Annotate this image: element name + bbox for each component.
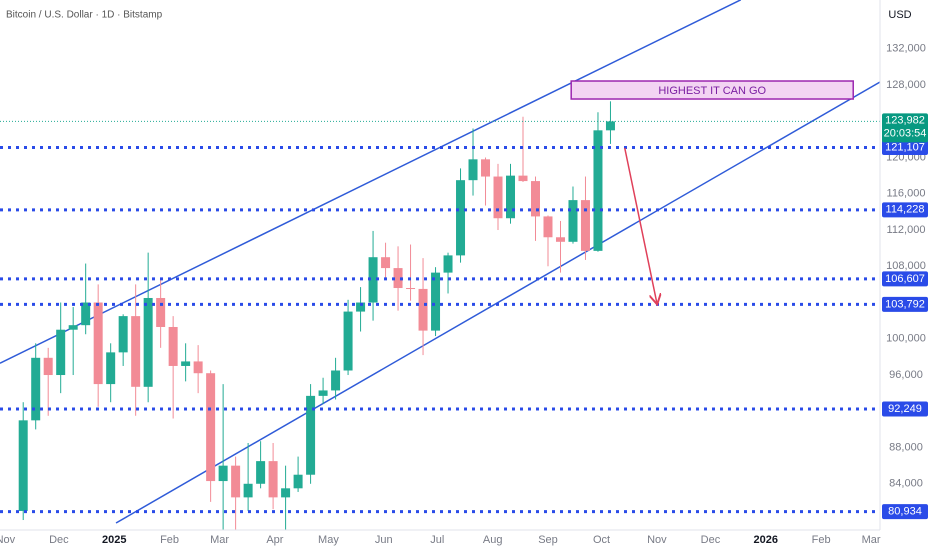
countdown: 20:03:54: [884, 127, 927, 139]
candle-body: [343, 311, 353, 371]
candle-body: [368, 257, 378, 303]
candle-body: [143, 297, 153, 387]
x-tick-label: Nov: [647, 534, 667, 546]
zone-box: [570, 80, 854, 100]
candle-body: [493, 176, 503, 219]
y-tick-label: 116,000: [887, 188, 926, 200]
candle-body: [181, 361, 191, 366]
candle-body: [518, 175, 528, 182]
candle-body: [406, 288, 416, 290]
level-label-box: [882, 271, 928, 287]
candle-body: [393, 268, 403, 289]
x-tick-label: Feb: [160, 534, 179, 546]
level-label-box: [882, 139, 928, 155]
candle-body: [256, 461, 266, 484]
level-label-box: [882, 296, 928, 312]
x-tick-label: Jul: [430, 534, 444, 546]
x-tick-label: 2025: [102, 534, 126, 546]
last-price-label: 123,982: [885, 114, 925, 126]
x-tick-label: Mar: [210, 534, 229, 546]
candle-body: [318, 390, 328, 396]
y-tick-label: 112,000: [887, 224, 926, 236]
channel-line: [115, 81, 880, 524]
x-tick-label: Mar: [862, 534, 881, 546]
arrow: [624, 147, 657, 303]
candle-body: [31, 357, 41, 421]
candle-body: [468, 159, 478, 181]
candle-body: [293, 474, 303, 489]
candle-body: [81, 302, 91, 326]
candle-body: [456, 180, 466, 256]
y-tick-label: 100,000: [886, 333, 926, 345]
candle-body: [543, 216, 553, 238]
level-label-box: [882, 401, 928, 417]
channel-line: [0, 0, 742, 364]
candle-body: [418, 288, 428, 331]
currency: USD: [888, 9, 911, 21]
candle-body: [481, 159, 491, 177]
candle-body: [43, 357, 53, 376]
candle-body: [580, 200, 590, 251]
y-tick-label: 108,000: [886, 260, 926, 272]
axes: 84,000 88,000 96,000 100,000 108,000 112,000 1…: [0, 43, 928, 546]
candle-body: [156, 297, 166, 327]
candle-body: [555, 237, 565, 242]
y-tick-label: 88,000: [889, 441, 923, 453]
candle-body: [530, 181, 540, 217]
candle-body: [431, 272, 441, 331]
y-tick-label: 132,000: [886, 43, 926, 55]
x-tick-label: Aug: [483, 534, 503, 546]
plot-area: HIGHEST IT CAN GO: [0, 0, 880, 530]
candle-body: [605, 121, 615, 131]
x-tick-label: May: [318, 534, 339, 546]
y-tick-label: 96,000: [889, 369, 923, 381]
candle-body: [243, 483, 253, 498]
candle-body: [218, 465, 228, 482]
x-tick-label: Dec: [49, 534, 69, 546]
level-label: 121,107: [885, 141, 925, 153]
chart-title: Bitcoin / U.S. Dollar · 1D · Bitstamp: [6, 10, 163, 21]
level-label: 114,228: [886, 204, 925, 216]
candle-body: [593, 130, 603, 251]
level-label-box: [882, 504, 928, 520]
candle-body: [568, 200, 578, 242]
candle-body: [18, 420, 28, 511]
candle-body: [118, 316, 128, 353]
candle-body: [506, 175, 516, 219]
candle-body: [443, 255, 453, 273]
candle-body: [268, 461, 278, 498]
candle-body: [331, 370, 341, 391]
x-tick-label: Feb: [812, 534, 831, 546]
candle-body: [131, 316, 141, 387]
candle-body: [68, 325, 78, 330]
level-label: 92,249: [888, 403, 922, 415]
x-tick-label: Nov: [0, 534, 16, 546]
candle-body: [168, 326, 178, 366]
candle-body: [206, 373, 216, 482]
candle-body: [356, 302, 366, 312]
y-tick-label: 84,000: [889, 478, 923, 490]
x-tick-label: Sep: [538, 534, 558, 546]
candle-body: [56, 329, 66, 376]
candle-body: [281, 488, 291, 498]
candle-body: [193, 361, 203, 374]
candle-body: [306, 395, 316, 475]
level-label: 106,607: [885, 273, 925, 285]
candle-body: [106, 352, 116, 385]
y-tick-label: 128,000: [886, 79, 926, 91]
x-tick-label: Jun: [375, 534, 393, 546]
zone-label: HIGHEST IT CAN GO: [658, 85, 766, 97]
candle-body: [93, 302, 103, 385]
level-label-box: [882, 202, 928, 218]
level-label: 103,792: [885, 298, 925, 310]
candle-body: [231, 465, 241, 498]
last-price-box: [882, 113, 928, 143]
x-tick-label: Apr: [266, 534, 283, 546]
x-tick-label: Oct: [593, 534, 610, 546]
x-tick-label: Dec: [701, 534, 721, 546]
x-tick-label: 2026: [754, 534, 778, 546]
level-label: 80,934: [888, 505, 922, 517]
candle-body: [381, 257, 391, 269]
